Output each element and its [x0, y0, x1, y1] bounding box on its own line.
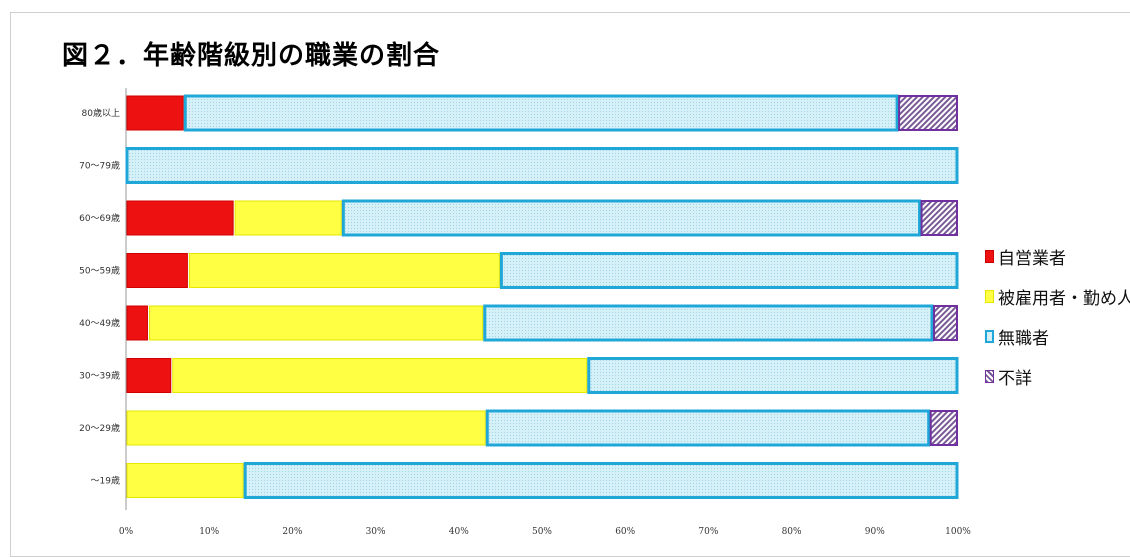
y-tick-label: 40～49歳	[79, 317, 120, 329]
bar-segment	[126, 253, 188, 288]
y-tick-label: 60～69歳	[79, 212, 120, 224]
y-tick-label: ～19歳	[91, 475, 120, 487]
legend-label: 被雇用者・勤め人	[998, 288, 1130, 309]
bar-segment	[148, 305, 484, 341]
bar-segment	[126, 305, 148, 341]
bar-segment	[929, 410, 958, 446]
bars	[125, 94, 959, 499]
bar-segment	[587, 357, 959, 394]
legend-label: 無職者	[998, 328, 1049, 349]
bar-segment	[341, 199, 922, 237]
x-tick-label: 90%	[865, 527, 885, 537]
chart-title: 図２．年齢階級別の職業の割合	[62, 41, 441, 71]
bar-segment	[125, 147, 959, 184]
x-axis: 0% 10% 20% 30% 40% 50% 60% 70% 80% 90% 100%	[119, 88, 971, 537]
legend: 自営業者被雇用者・勤め人 無職者不詳	[985, 236, 1130, 396]
bar-segment	[234, 200, 342, 236]
y-tick-label: 70～79歳	[79, 160, 120, 172]
legend-item: 無職者	[985, 316, 1130, 356]
bar-segment	[485, 409, 931, 447]
x-tick-label: 30%	[366, 527, 386, 537]
legend-item: 不詳	[985, 356, 1130, 396]
y-tick-label: 80歳以上	[82, 107, 120, 119]
x-tick-label: 20%	[282, 527, 302, 537]
x-tick-label: 80%	[782, 527, 802, 537]
bar-segment	[933, 305, 958, 341]
bar-segment	[188, 253, 500, 288]
bar-segment	[183, 94, 899, 132]
x-tick-label: 60%	[615, 527, 635, 537]
legend-item: 被雇用者・勤め人	[985, 276, 1130, 316]
x-tick-label: 70%	[698, 527, 718, 537]
bar-segment	[126, 95, 184, 131]
legend-swatch	[985, 369, 994, 383]
x-tick-label: 40%	[449, 527, 469, 537]
x-tick-label: 100%	[945, 527, 971, 537]
bar-segment	[126, 200, 234, 236]
y-tick-label: 20～29歳	[79, 422, 120, 434]
legend-swatch	[985, 329, 994, 343]
legend-swatch	[985, 249, 994, 263]
legend-item: 自営業者	[985, 236, 1130, 276]
bar-segment	[898, 95, 959, 131]
bar-segment	[920, 200, 958, 236]
x-tick-label: 10%	[199, 527, 219, 537]
x-tick-label: 50%	[532, 527, 552, 537]
bar-segment	[483, 304, 934, 342]
bar-segment	[126, 463, 244, 498]
bar-segment	[172, 358, 588, 393]
bar-segment	[243, 462, 959, 499]
bar-segment	[126, 410, 486, 446]
legend-label: 自営業者	[998, 248, 1066, 269]
bar-segment	[499, 252, 959, 289]
legend-swatch	[985, 289, 994, 303]
x-tick-label: 0%	[119, 527, 134, 537]
y-tick-label: 50～59歳	[79, 265, 120, 277]
bar-segment	[126, 358, 172, 393]
legend-label: 不詳	[998, 368, 1032, 389]
y-axis: 80歳以上 70～79歳 60～69歳 50～59歳 40～49歳 30～39歳 20～29…	[79, 107, 120, 487]
y-tick-label: 30～39歳	[79, 370, 120, 382]
